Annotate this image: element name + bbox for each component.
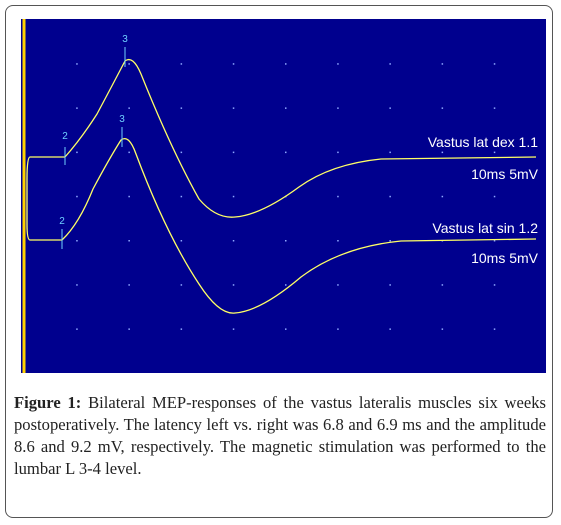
- grid-dot: [76, 328, 78, 330]
- grid-dot: [76, 240, 78, 242]
- grid-dot: [76, 107, 78, 109]
- grid-dot: [337, 284, 339, 286]
- grid-dot: [76, 151, 78, 154]
- grid-dot: [441, 195, 444, 198]
- grid-dot: [232, 151, 235, 154]
- grid-dot: [180, 284, 183, 286]
- grid-dot: [337, 328, 339, 330]
- grid-dot: [232, 63, 235, 65]
- trace-bottom: [26, 137, 537, 314]
- marker-label: 3: [119, 114, 125, 125]
- marker-label: 2: [62, 131, 68, 142]
- trace-name: Vastus lat sin 1.2: [432, 220, 538, 236]
- grid-dot: [180, 63, 183, 65]
- grid-dot: [76, 195, 78, 198]
- grid-dot: [389, 151, 391, 154]
- grid-dot: [285, 63, 287, 65]
- trace-scale: 10ms 5mV: [471, 166, 539, 182]
- grid-dot: [232, 195, 235, 198]
- grid-dot: [389, 63, 391, 65]
- caption: Figure 1: Bilateral MEP-responses of the…: [14, 392, 546, 480]
- grid-dot: [337, 195, 339, 198]
- grid-dot: [180, 195, 183, 198]
- grid-dot: [285, 328, 287, 330]
- grid-dot: [493, 284, 496, 286]
- grid-dot: [128, 240, 130, 242]
- trace-name: Vastus lat dex 1.1: [428, 134, 538, 150]
- grid-dot: [128, 63, 130, 65]
- grid-dot: [389, 107, 391, 109]
- grid-dot: [337, 107, 339, 109]
- grid-dot: [441, 151, 444, 154]
- grid-dot: [441, 328, 444, 330]
- trace-scale: 10ms 5mV: [471, 250, 539, 266]
- grid-dot: [285, 284, 287, 286]
- figure-frame: [5, 5, 553, 518]
- emg-screen: 3 2 3 2 Vastus lat dex 1.1 10ms 5mV Vast…: [21, 19, 546, 373]
- grid-dot: [493, 195, 496, 198]
- grid-dot: [128, 328, 130, 330]
- grid-dot: [389, 195, 391, 198]
- grid-dot: [128, 284, 130, 286]
- caption-text: Bilateral MEP-responses of the vastus la…: [14, 393, 546, 478]
- grid-dot: [232, 284, 235, 286]
- grid-dot: [180, 107, 183, 109]
- marker-label: 2: [59, 216, 65, 227]
- grid-dot: [180, 328, 183, 330]
- grid-dot: [232, 328, 235, 330]
- grid-dot: [285, 151, 287, 154]
- grid-dot: [128, 195, 130, 198]
- grid-dot: [441, 107, 444, 109]
- grid-dot: [76, 284, 78, 286]
- grid-dot: [493, 240, 496, 242]
- grid-dot: [493, 151, 496, 154]
- grid-dot: [128, 107, 130, 109]
- grid-dot: [76, 63, 78, 65]
- caption-label: Figure 1:: [14, 393, 82, 412]
- grid-dot: [441, 284, 444, 286]
- grid-dot: [337, 151, 339, 154]
- grid-dot: [389, 240, 391, 242]
- grid-dot: [441, 63, 444, 65]
- grid-dot: [493, 107, 496, 109]
- grid-dots: [76, 63, 496, 330]
- grid-dot: [128, 151, 130, 154]
- grid-dot: [285, 240, 287, 242]
- screen-background: [21, 19, 546, 373]
- grid-dot: [337, 240, 339, 242]
- grid-dot: [180, 240, 183, 242]
- grid-dot: [232, 107, 235, 109]
- grid-dot: [389, 328, 391, 330]
- grid-dot: [232, 240, 235, 242]
- grid-dot: [337, 63, 339, 65]
- grid-dot: [493, 328, 496, 330]
- grid-dot: [493, 63, 496, 65]
- grid-dot: [389, 284, 391, 286]
- grid-dot: [285, 107, 287, 109]
- trace-top: [30, 58, 537, 218]
- grid-dot: [180, 151, 183, 154]
- marker-label: 3: [122, 34, 128, 45]
